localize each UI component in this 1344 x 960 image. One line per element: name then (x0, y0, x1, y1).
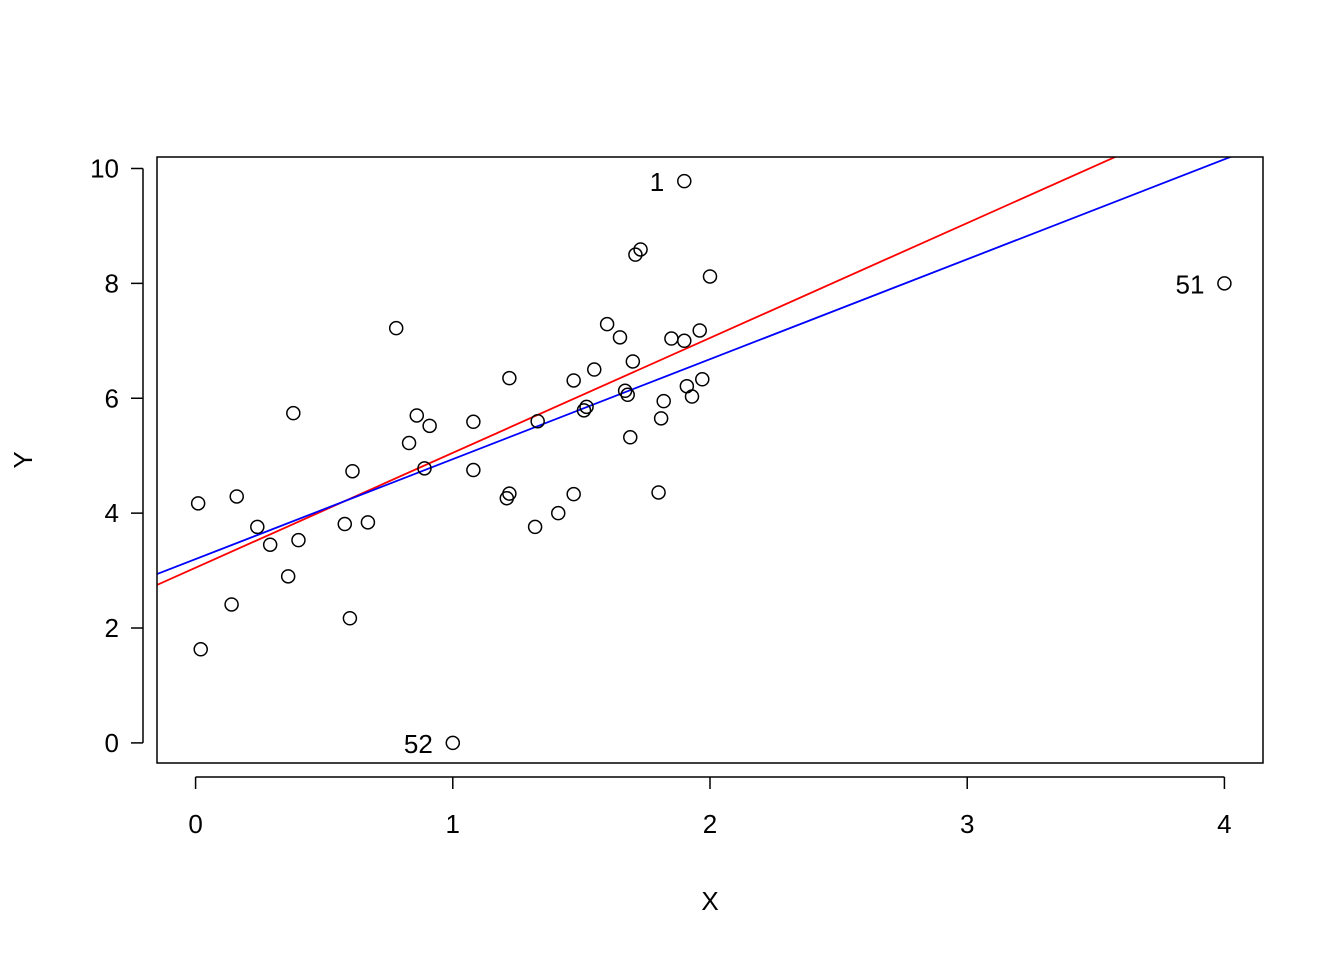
y-tick-label: 4 (105, 498, 119, 528)
data-point (280, 569, 296, 584)
data-point (566, 373, 581, 388)
data-point (550, 505, 566, 521)
data-point (502, 486, 517, 501)
data-point (656, 393, 671, 409)
x-axis-title: X (701, 886, 718, 916)
data-point (677, 333, 692, 349)
point-label-51: 51 (1175, 269, 1204, 299)
data-point (291, 532, 306, 548)
regression-lines (157, 157, 1233, 586)
data-point (612, 330, 628, 345)
data-point (360, 515, 376, 530)
data-point (587, 362, 602, 377)
data-point (653, 411, 669, 426)
point-labels: 1 51 52 (404, 167, 1205, 759)
data-point (527, 519, 543, 535)
data-point (633, 242, 648, 257)
y-tick-label: 2 (105, 613, 119, 643)
y-axis-title: Y (8, 451, 38, 468)
y-tick-label: 8 (105, 268, 119, 298)
data-point (422, 418, 437, 434)
data-point (337, 516, 353, 532)
data-point (579, 399, 594, 415)
point-label-1: 1 (650, 167, 664, 197)
data-point (677, 173, 692, 189)
data-point (250, 519, 265, 535)
data-point (286, 405, 301, 421)
data-point (417, 461, 432, 476)
data-point (193, 642, 208, 657)
blue-fit-line (157, 157, 1233, 575)
data-point (695, 372, 710, 387)
data-point (530, 413, 545, 429)
data-point (702, 269, 718, 284)
y-tick-label: 0 (105, 728, 119, 758)
x-tick-label: 2 (703, 809, 717, 839)
x-tick-label: 0 (188, 809, 202, 839)
data-point (262, 537, 278, 552)
y-tick-label: 10 (90, 153, 119, 183)
data-point (651, 485, 666, 500)
data-point (224, 597, 239, 612)
data-point (1217, 276, 1232, 291)
data-point (342, 610, 358, 626)
data-point (599, 316, 615, 332)
data-point (684, 389, 700, 404)
data-point (620, 387, 635, 403)
x-tick-label: 4 (1217, 809, 1231, 839)
data-point (388, 320, 404, 336)
data-point (566, 486, 581, 502)
data-point (190, 496, 206, 511)
data-point (445, 735, 461, 751)
data-point (625, 354, 641, 369)
data-point (628, 247, 643, 262)
data-point (229, 489, 244, 504)
y-tick-label: 6 (105, 383, 119, 413)
data-point (466, 414, 481, 430)
data-point (345, 463, 360, 479)
data-point (623, 430, 638, 445)
data-point (466, 462, 481, 478)
x-tick-label: 3 (960, 809, 974, 839)
plot-frame (156, 156, 1264, 764)
data-point (502, 370, 517, 386)
data-point (692, 323, 707, 338)
data-points (190, 173, 1232, 751)
y-axis: 0 2 4 6 8 10 (90, 153, 144, 758)
data-point (576, 403, 592, 418)
point-label-52: 52 (404, 729, 433, 759)
data-point (409, 408, 425, 423)
x-axis: 0 1 2 3 4 (188, 776, 1232, 839)
data-point (401, 435, 417, 451)
x-tick-label: 1 (446, 809, 460, 839)
data-point (617, 383, 633, 399)
